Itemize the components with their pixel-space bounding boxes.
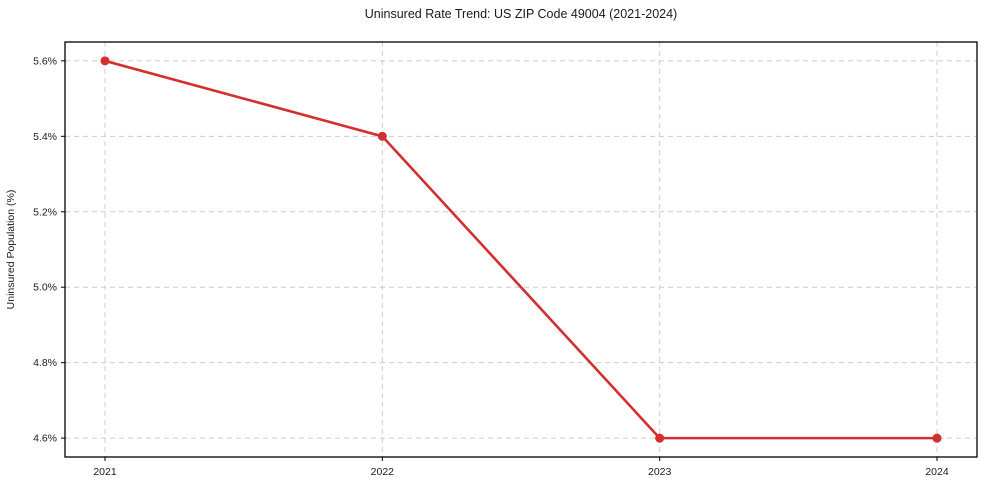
y-tick-label: 5.0% <box>33 282 57 294</box>
y-tick-label: 4.8% <box>33 357 57 369</box>
x-tick-label: 2022 <box>371 466 395 478</box>
data-point <box>100 56 110 66</box>
y-tick-label: 5.4% <box>33 131 57 143</box>
x-tick-label: 2023 <box>648 466 672 478</box>
y-tick-label: 5.6% <box>33 55 57 67</box>
data-point <box>377 131 387 141</box>
x-tick-label: 2024 <box>925 466 949 478</box>
y-axis-label: Uninsured Population (%) <box>5 190 17 310</box>
plot-border <box>64 41 978 458</box>
chart-title: Uninsured Rate Trend: US ZIP Code 49004 … <box>364 7 678 21</box>
data-point <box>932 433 942 443</box>
x-tick-label: 2021 <box>93 466 117 478</box>
data-point <box>655 433 665 443</box>
trend-line <box>103 59 939 440</box>
y-tick-label: 5.2% <box>33 206 57 218</box>
y-tick-label: 4.6% <box>33 433 57 445</box>
